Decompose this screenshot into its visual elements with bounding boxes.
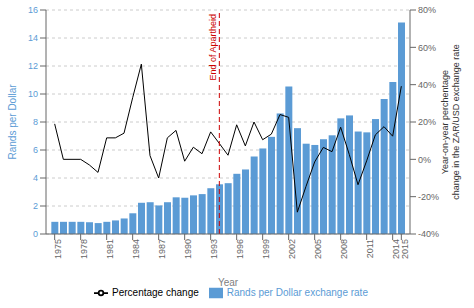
svg-text:2014: 2014 (391, 239, 402, 259)
html-text:Rands per Dollar exchange rate: Rands per Dollar exchange rate (226, 286, 368, 298)
svg-text:14: 14 (28, 33, 38, 43)
svg-text:1987: 1987 (157, 239, 167, 259)
html-text:Percentage change: Percentage change (112, 286, 199, 298)
svg-text:0: 0 (33, 229, 38, 239)
svg-text:1981: 1981 (105, 239, 115, 259)
svg-text:40%: 40% (418, 80, 436, 90)
svg-text:Year: Year (218, 277, 239, 288)
svg-text:Rands per Dollar: Rands per Dollar (7, 84, 18, 160)
svg-text:0%: 0% (418, 155, 431, 165)
svg-text:4: 4 (33, 173, 38, 183)
svg-text:change in the ZAR/USD exchange: change in the ZAR/USD exchange rate (451, 44, 461, 200)
svg-text:2: 2 (33, 201, 38, 211)
svg-text:End of Apartheid: End of Apartheid (208, 14, 218, 81)
svg-text:Year-on-year perchentage: Year-on-year perchentage (440, 70, 450, 174)
svg-text:2008: 2008 (339, 239, 349, 259)
svg-text:60%: 60% (418, 43, 436, 53)
svg-text:12: 12 (28, 61, 38, 71)
svg-text:2005: 2005 (313, 239, 323, 259)
svg-text:1990: 1990 (183, 239, 193, 259)
svg-text:2011: 2011 (365, 239, 375, 258)
svg-text:6: 6 (33, 145, 38, 155)
svg-text:-20%: -20% (418, 192, 439, 202)
svg-text:16: 16 (28, 5, 38, 15)
svg-text:1999: 1999 (261, 239, 271, 259)
svg-text:80%: 80% (418, 5, 436, 15)
svg-text:1975: 1975 (53, 239, 63, 259)
svg-text:10: 10 (28, 89, 38, 99)
svg-text:1996: 1996 (235, 239, 245, 259)
svg-text:1993: 1993 (209, 239, 219, 259)
svg-text:1984: 1984 (131, 239, 141, 259)
svg-text:20%: 20% (418, 117, 436, 127)
svg-text:2002: 2002 (287, 239, 297, 259)
svg-text:2015: 2015 (400, 239, 410, 259)
svg-text:1978: 1978 (79, 239, 89, 259)
svg-text:-40%: -40% (418, 229, 439, 239)
svg-text:8: 8 (33, 117, 38, 127)
